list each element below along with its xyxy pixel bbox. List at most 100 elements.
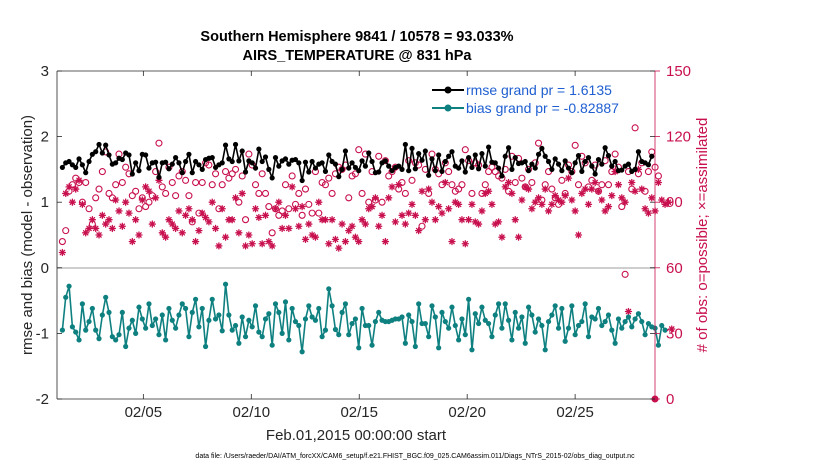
rmse-point <box>182 158 189 165</box>
obs-assimilated-point <box>145 187 153 195</box>
rmse-point <box>292 156 299 163</box>
obs-assimilated-point <box>564 174 573 182</box>
bias-point <box>456 337 462 343</box>
obs-assimilated-point <box>181 211 190 219</box>
obs-possible-point <box>258 170 266 178</box>
rmse-point <box>133 160 139 166</box>
y2-tick-label: 0 <box>666 391 674 408</box>
obs-assimilated-point <box>591 178 599 187</box>
rmse-point <box>126 152 132 158</box>
bias-line <box>61 283 666 353</box>
rmse-point <box>619 167 625 173</box>
obs-assimilated-point <box>161 233 170 241</box>
rmse-point <box>342 148 349 154</box>
obs-assimilated-point <box>428 198 436 206</box>
bias-point <box>645 320 652 327</box>
rmse-point <box>575 153 582 159</box>
rmse-point <box>99 150 105 156</box>
obs-assimilated-point <box>624 307 633 316</box>
y-tick-label: 1 <box>41 194 49 211</box>
rmse-point <box>169 161 175 167</box>
rmse-point <box>635 149 642 155</box>
bias-point <box>249 324 255 330</box>
bias-point <box>555 325 562 331</box>
obs-assimilated-point <box>68 198 77 206</box>
rmse-point <box>412 166 418 172</box>
chart-title: Southern Hemisphere 9841 / 10578 = 93.03… <box>200 29 513 45</box>
rmse-point <box>176 160 182 166</box>
bias-point <box>136 304 142 310</box>
rmse-point <box>199 166 205 172</box>
bias-point <box>316 305 322 312</box>
rmse-point <box>426 172 432 178</box>
rmse-point <box>376 169 382 175</box>
rmse-point <box>582 158 588 165</box>
obs-assimilated-point <box>261 211 270 219</box>
obs-possible-point <box>485 168 493 176</box>
obs-assimilated-point <box>198 209 206 217</box>
obs-assimilated-point <box>641 205 649 213</box>
obs-possible-point <box>155 139 163 147</box>
bias-point <box>522 340 528 346</box>
obs-assimilated-point <box>245 231 253 239</box>
rmse-point <box>136 168 142 174</box>
bias-point <box>109 334 115 340</box>
footer-text: data file: /Users/raeder/DAI/ATM_forcXX/… <box>195 453 635 460</box>
bias-point <box>256 329 262 335</box>
obs-possible-point <box>175 172 183 180</box>
obs-assimilated-point <box>141 183 150 191</box>
bias-point <box>442 318 448 325</box>
obs-possible-point <box>152 168 160 176</box>
obs-assimilated-point <box>115 207 123 215</box>
bias-point <box>622 318 628 325</box>
obs-assimilated-point <box>398 211 406 219</box>
rmse-point <box>222 142 229 148</box>
rmse-point <box>146 165 152 171</box>
obs-assimilated-point <box>418 187 426 195</box>
obs-assimilated-point <box>255 213 263 222</box>
obs-assimilated-point <box>468 200 476 209</box>
obs-assimilated-point <box>544 207 553 215</box>
bias-point <box>662 327 668 333</box>
obs-assimilated-point <box>85 224 93 233</box>
obs-possible-point <box>405 157 413 165</box>
bias-point <box>422 320 428 327</box>
rmse-point <box>209 154 215 161</box>
obs-assimilated-point <box>251 205 260 213</box>
obs-possible-point <box>644 168 652 176</box>
rmse-point <box>422 148 428 154</box>
bias-point <box>326 286 332 292</box>
bias-point <box>222 281 229 287</box>
rmse-point <box>472 152 478 158</box>
obs-assimilated-point <box>98 211 107 219</box>
bias-point <box>279 330 285 336</box>
rmse-point <box>602 145 608 151</box>
bias-point <box>329 303 335 309</box>
bias-point <box>66 283 72 289</box>
obs-assimilated-point <box>598 196 606 204</box>
rmse-point <box>585 154 592 161</box>
obs-possible-point <box>281 181 290 189</box>
obs-assimilated-point <box>574 231 583 239</box>
obs-possible-point <box>481 181 489 189</box>
x-tick-label: 02/15 <box>340 404 378 421</box>
obs-assimilated-point <box>108 224 116 233</box>
bias-point <box>495 301 502 307</box>
bias-point <box>539 322 545 329</box>
obs-possible-point <box>321 181 329 189</box>
obs-possible-point <box>358 189 366 198</box>
obs-possible-point <box>511 178 519 187</box>
rmse-point <box>369 158 375 165</box>
rmse-point <box>545 158 552 165</box>
rmse-point <box>189 170 195 176</box>
obs-possible-point <box>208 181 216 189</box>
obs-assimilated-point <box>221 233 230 241</box>
obs-possible-point <box>238 172 246 180</box>
bias-point <box>549 312 555 318</box>
rmse-point <box>612 158 618 165</box>
obs-possible-point <box>255 189 263 198</box>
bias-point <box>625 314 632 320</box>
rmse-point <box>476 166 482 172</box>
obs-assimilated-point <box>578 189 586 198</box>
obs-assimilated-point <box>311 233 320 241</box>
